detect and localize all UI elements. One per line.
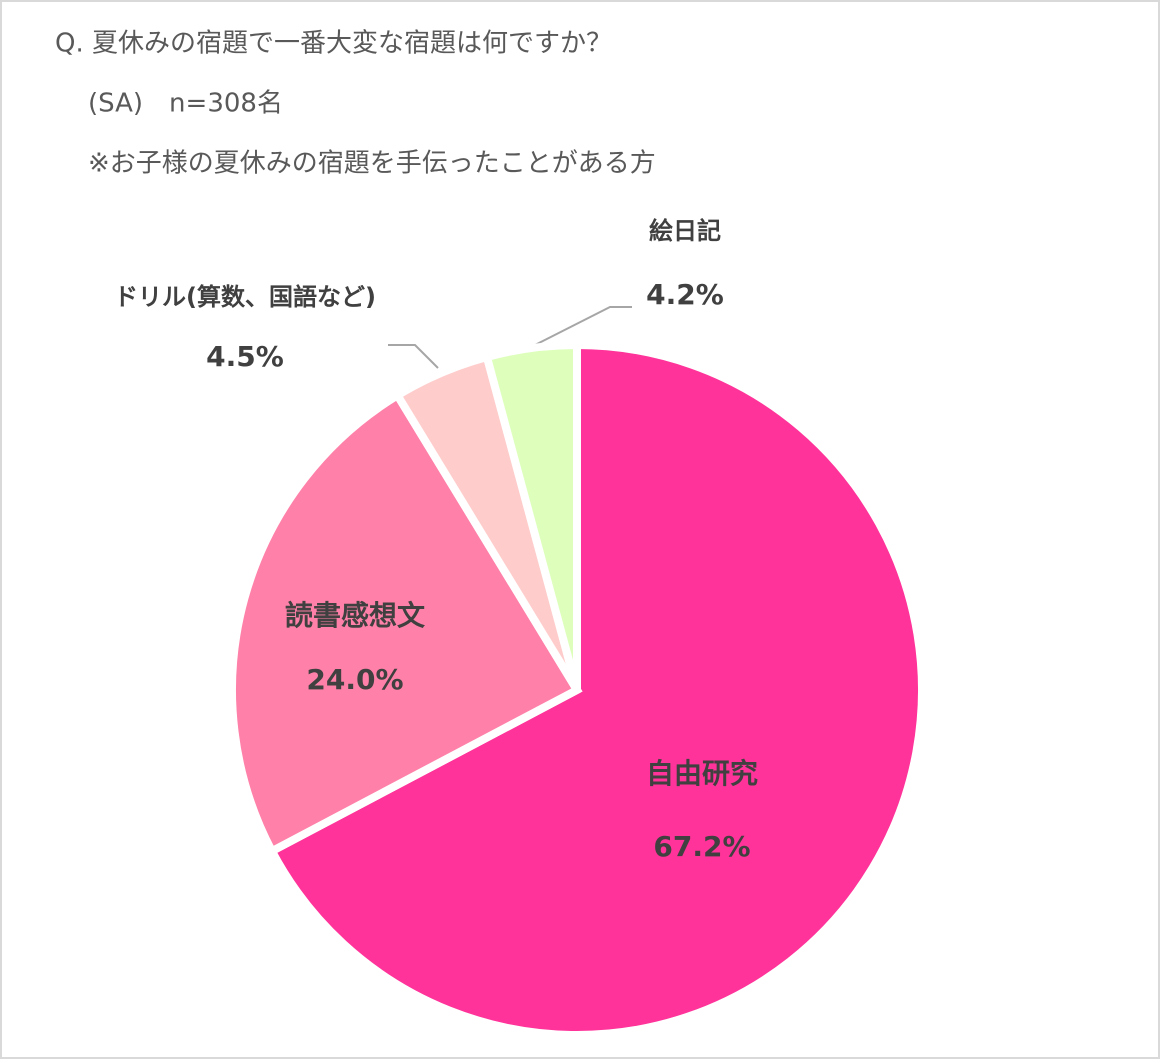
value-label: 4.2% bbox=[646, 278, 724, 311]
leader-line bbox=[532, 306, 632, 347]
value-label: 67.2% bbox=[653, 830, 750, 863]
slice-label: 絵日記 bbox=[649, 217, 721, 245]
chart-subtitle: (SA) n=308名 bbox=[88, 89, 283, 119]
chart-title: Q. 夏休みの宿題で一番大変な宿題は何ですか？ bbox=[55, 29, 612, 59]
pie-slice bbox=[266, 340, 926, 1039]
pie-slice bbox=[228, 389, 583, 857]
pie-slice bbox=[482, 340, 581, 692]
slice-label: 読書感想文 bbox=[285, 599, 425, 632]
slice-label: 自由研究 bbox=[646, 757, 758, 790]
value-label: 4.5% bbox=[206, 340, 284, 373]
leader-line bbox=[388, 344, 439, 369]
slice-label: ドリル(算数、国語など) bbox=[114, 283, 376, 311]
chart-note: ※お子様の夏休みの宿題を手伝ったことがある方 bbox=[88, 149, 656, 179]
value-label: 24.0% bbox=[306, 663, 403, 696]
